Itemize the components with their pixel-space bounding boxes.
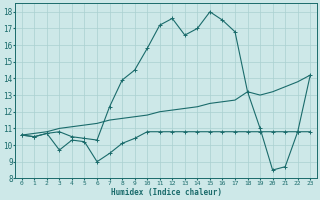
- X-axis label: Humidex (Indice chaleur): Humidex (Indice chaleur): [110, 188, 221, 197]
